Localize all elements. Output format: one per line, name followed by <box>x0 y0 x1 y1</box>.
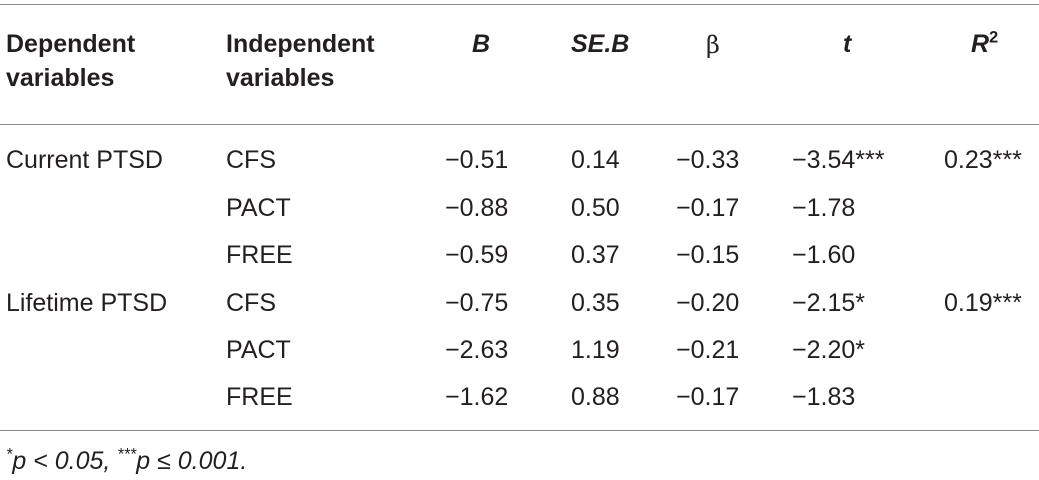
cell-seb: 0.14 <box>571 146 620 174</box>
footnote-sup2: *** <box>117 445 137 464</box>
header-beta: β <box>706 31 720 59</box>
cell-t: −1.60 <box>792 241 856 269</box>
cell-t: −1.83 <box>792 383 856 411</box>
header-independent: Independent variables <box>226 27 375 95</box>
cell-seb: 0.50 <box>571 194 620 222</box>
cell-t: −2.20* <box>792 336 865 364</box>
cell-b: −1.62 <box>445 383 509 411</box>
header-r2: R2 <box>971 27 998 61</box>
cell-beta: −0.17 <box>676 383 740 411</box>
cell-seb: 1.19 <box>571 336 620 364</box>
table-header-rule <box>0 124 1039 125</box>
header-t: t <box>843 30 852 58</box>
table-footnote: *p < 0.05, ***p ≤ 0.001. <box>6 444 247 478</box>
cell-independent: FREE <box>226 383 293 411</box>
table-top-rule <box>0 4 1039 5</box>
cell-dependent: Current PTSD <box>6 146 163 174</box>
cell-beta: −0.17 <box>676 194 740 222</box>
footnote-text1: p < 0.05, <box>12 447 118 475</box>
cell-seb: 0.37 <box>571 241 620 269</box>
footnote-text2: p ≤ 0.001. <box>136 447 248 475</box>
cell-t: −3.54*** <box>792 146 885 174</box>
cell-independent: CFS <box>226 146 276 174</box>
cell-b: −0.59 <box>445 241 509 269</box>
cell-independent: CFS <box>226 289 276 317</box>
cell-independent: PACT <box>226 194 291 222</box>
cell-beta: −0.15 <box>676 241 740 269</box>
header-dependent: Dependent variables <box>6 27 135 95</box>
cell-beta: −0.20 <box>676 289 740 317</box>
cell-independent: PACT <box>226 336 291 364</box>
header-r2-base: R <box>971 30 990 58</box>
cell-b: −0.51 <box>445 146 509 174</box>
header-b: B <box>472 30 491 58</box>
header-dependent-line2: variables <box>6 64 115 92</box>
cell-b: −0.88 <box>445 194 509 222</box>
header-independent-line1: Independent <box>226 30 375 58</box>
header-r2-sup: 2 <box>989 28 999 47</box>
cell-b: −0.75 <box>445 289 509 317</box>
cell-r2: 0.19*** <box>944 289 1022 317</box>
cell-seb: 0.35 <box>571 289 620 317</box>
table-bottom-rule <box>0 430 1039 431</box>
footnote-sup1: * <box>6 445 13 464</box>
cell-t: −1.78 <box>792 194 856 222</box>
cell-beta: −0.33 <box>676 146 740 174</box>
header-dependent-line1: Dependent <box>6 30 136 58</box>
header-independent-line2: variables <box>226 64 335 92</box>
cell-dependent: Lifetime PTSD <box>6 289 168 317</box>
cell-r2: 0.23*** <box>944 146 1022 174</box>
cell-independent: FREE <box>226 241 293 269</box>
cell-t: −2.15* <box>792 289 865 317</box>
cell-seb: 0.88 <box>571 383 620 411</box>
cell-b: −2.63 <box>445 336 509 364</box>
cell-beta: −0.21 <box>676 336 740 364</box>
header-seb: SE.B <box>571 30 630 58</box>
